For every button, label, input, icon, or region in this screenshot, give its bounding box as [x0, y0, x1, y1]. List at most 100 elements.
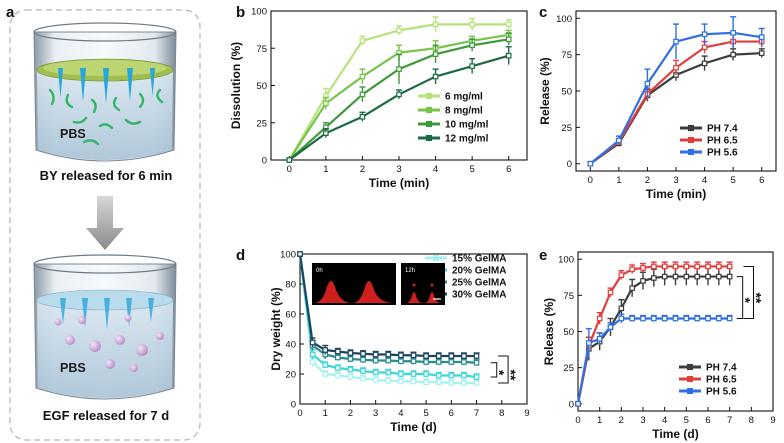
data-point: [644, 80, 651, 87]
legend-entry: PH 5.6: [706, 387, 737, 398]
significance-brackets: ***: [736, 265, 765, 319]
inset-label-0h: 0h: [316, 268, 323, 274]
top-beaker: PBS: [33, 22, 177, 162]
data-point: [410, 358, 417, 365]
data-point: [651, 315, 657, 322]
y-tick-label: 50: [563, 327, 574, 338]
legend-entry: 20% GelMA: [452, 266, 506, 277]
data-point: [309, 359, 316, 365]
panel-a-dashed-frame: [9, 9, 201, 441]
data-point: [629, 266, 635, 273]
bracket-inner: [736, 276, 744, 319]
series-10-mg-ml: [286, 32, 512, 163]
data-point: [469, 42, 475, 49]
y-tick-label: 60: [285, 310, 296, 321]
data-point: [347, 366, 354, 373]
legend-entry: 12 mg/ml: [445, 134, 489, 145]
significance-brackets: ***: [490, 355, 519, 384]
inset-dot: [412, 283, 416, 287]
legend-marker: [426, 93, 432, 99]
legend-entry: 25% GelMA: [452, 278, 506, 289]
data-point: [322, 371, 329, 377]
panel-e-chart: e 0 1 2 3 4 5 6 7 8 9 0 25 50 75 100 Time (d) Release (%)…: [539, 247, 776, 441]
data-point: [629, 285, 635, 291]
x-tick-label: 6: [759, 175, 764, 186]
data-point: [396, 66, 402, 72]
data-point: [347, 350, 354, 356]
x-tick-label: 8: [499, 408, 504, 419]
y-tick-label: 100: [280, 250, 296, 261]
fluorescence-inset: 0h 12h: [312, 263, 445, 305]
data-point: [705, 263, 711, 270]
data-point: [359, 91, 366, 98]
legend-marker: [688, 125, 694, 131]
x-tick-label: 4: [662, 415, 667, 426]
x-tick-label: 0: [297, 408, 302, 419]
legend: PH 7.4PH 6.5PH 5.6: [680, 124, 738, 159]
data-point: [758, 50, 765, 56]
inset-dot: [430, 283, 434, 287]
data-point: [448, 380, 455, 386]
panel-d-chart: d 0 1 2 3 4 5 6 7 8 9 0 20 40 60 80 100 Time (d) Dry weigh…: [236, 247, 530, 434]
data-point: [701, 44, 708, 51]
data-point: [629, 315, 635, 322]
x-tick-label: 3: [640, 415, 645, 426]
data-point: [683, 273, 690, 280]
data-point: [385, 377, 392, 384]
data-point: [672, 263, 679, 270]
data-point: [473, 380, 480, 386]
x-tick-label: 0: [575, 415, 580, 426]
y-tick-label: 40: [285, 340, 296, 351]
x-tick-label: 2: [360, 164, 365, 175]
data-point: [694, 263, 700, 270]
data-point: [586, 340, 592, 346]
data-point: [726, 263, 733, 270]
data-point: [360, 356, 366, 363]
data-point: [385, 357, 392, 364]
legend-entry: PH 6.5: [706, 375, 737, 386]
x-tick-label: 7: [727, 415, 732, 426]
data-point: [672, 273, 679, 280]
data-point: [587, 160, 594, 167]
series-12-mg-ml: [286, 46, 512, 163]
y-tick-label: 50: [561, 87, 572, 98]
data-point: [372, 351, 379, 358]
data-point: [461, 380, 467, 386]
data-point: [640, 315, 646, 322]
data-point: [432, 73, 439, 80]
data-point: [410, 352, 417, 359]
data-point: [385, 369, 392, 376]
data-point: [372, 357, 379, 364]
x-tick-label: 3: [373, 408, 378, 419]
bracket-outer: [743, 265, 754, 319]
legend-marker: [426, 121, 432, 127]
data-point: [701, 31, 708, 38]
legend-entry: PH 7.4: [707, 124, 738, 135]
data-point: [716, 273, 722, 280]
data-point: [360, 368, 366, 374]
data-point: [396, 91, 402, 98]
legend: 6 mg/ml 8 mg/ml 10 mg/ml 12 mg/ml: [418, 92, 489, 145]
data-point: [335, 354, 341, 361]
data-point: [694, 273, 700, 280]
x-tick-label: 4: [433, 164, 438, 175]
y-tick-label: 75: [561, 50, 572, 61]
x-axis-label: Time (min): [369, 176, 429, 190]
legend-marker: [687, 376, 693, 382]
data-point: [607, 289, 614, 296]
series-30-gelma: [297, 251, 480, 359]
x-tick-label: 4: [398, 408, 403, 419]
data-point: [461, 372, 467, 379]
data-point: [726, 273, 733, 280]
data-point: [432, 51, 439, 58]
data-point: [360, 375, 366, 382]
inset-image-12h: [401, 263, 445, 305]
data-point: [705, 315, 711, 322]
data-point: [360, 350, 366, 357]
y-tick-label: 0: [291, 400, 296, 411]
x-tick-label: 5: [469, 164, 474, 175]
data-point: [705, 273, 711, 280]
top-caption: BY released for 6 min: [40, 168, 173, 183]
data-point: [651, 275, 657, 281]
x-tick-label: 6: [705, 415, 710, 426]
